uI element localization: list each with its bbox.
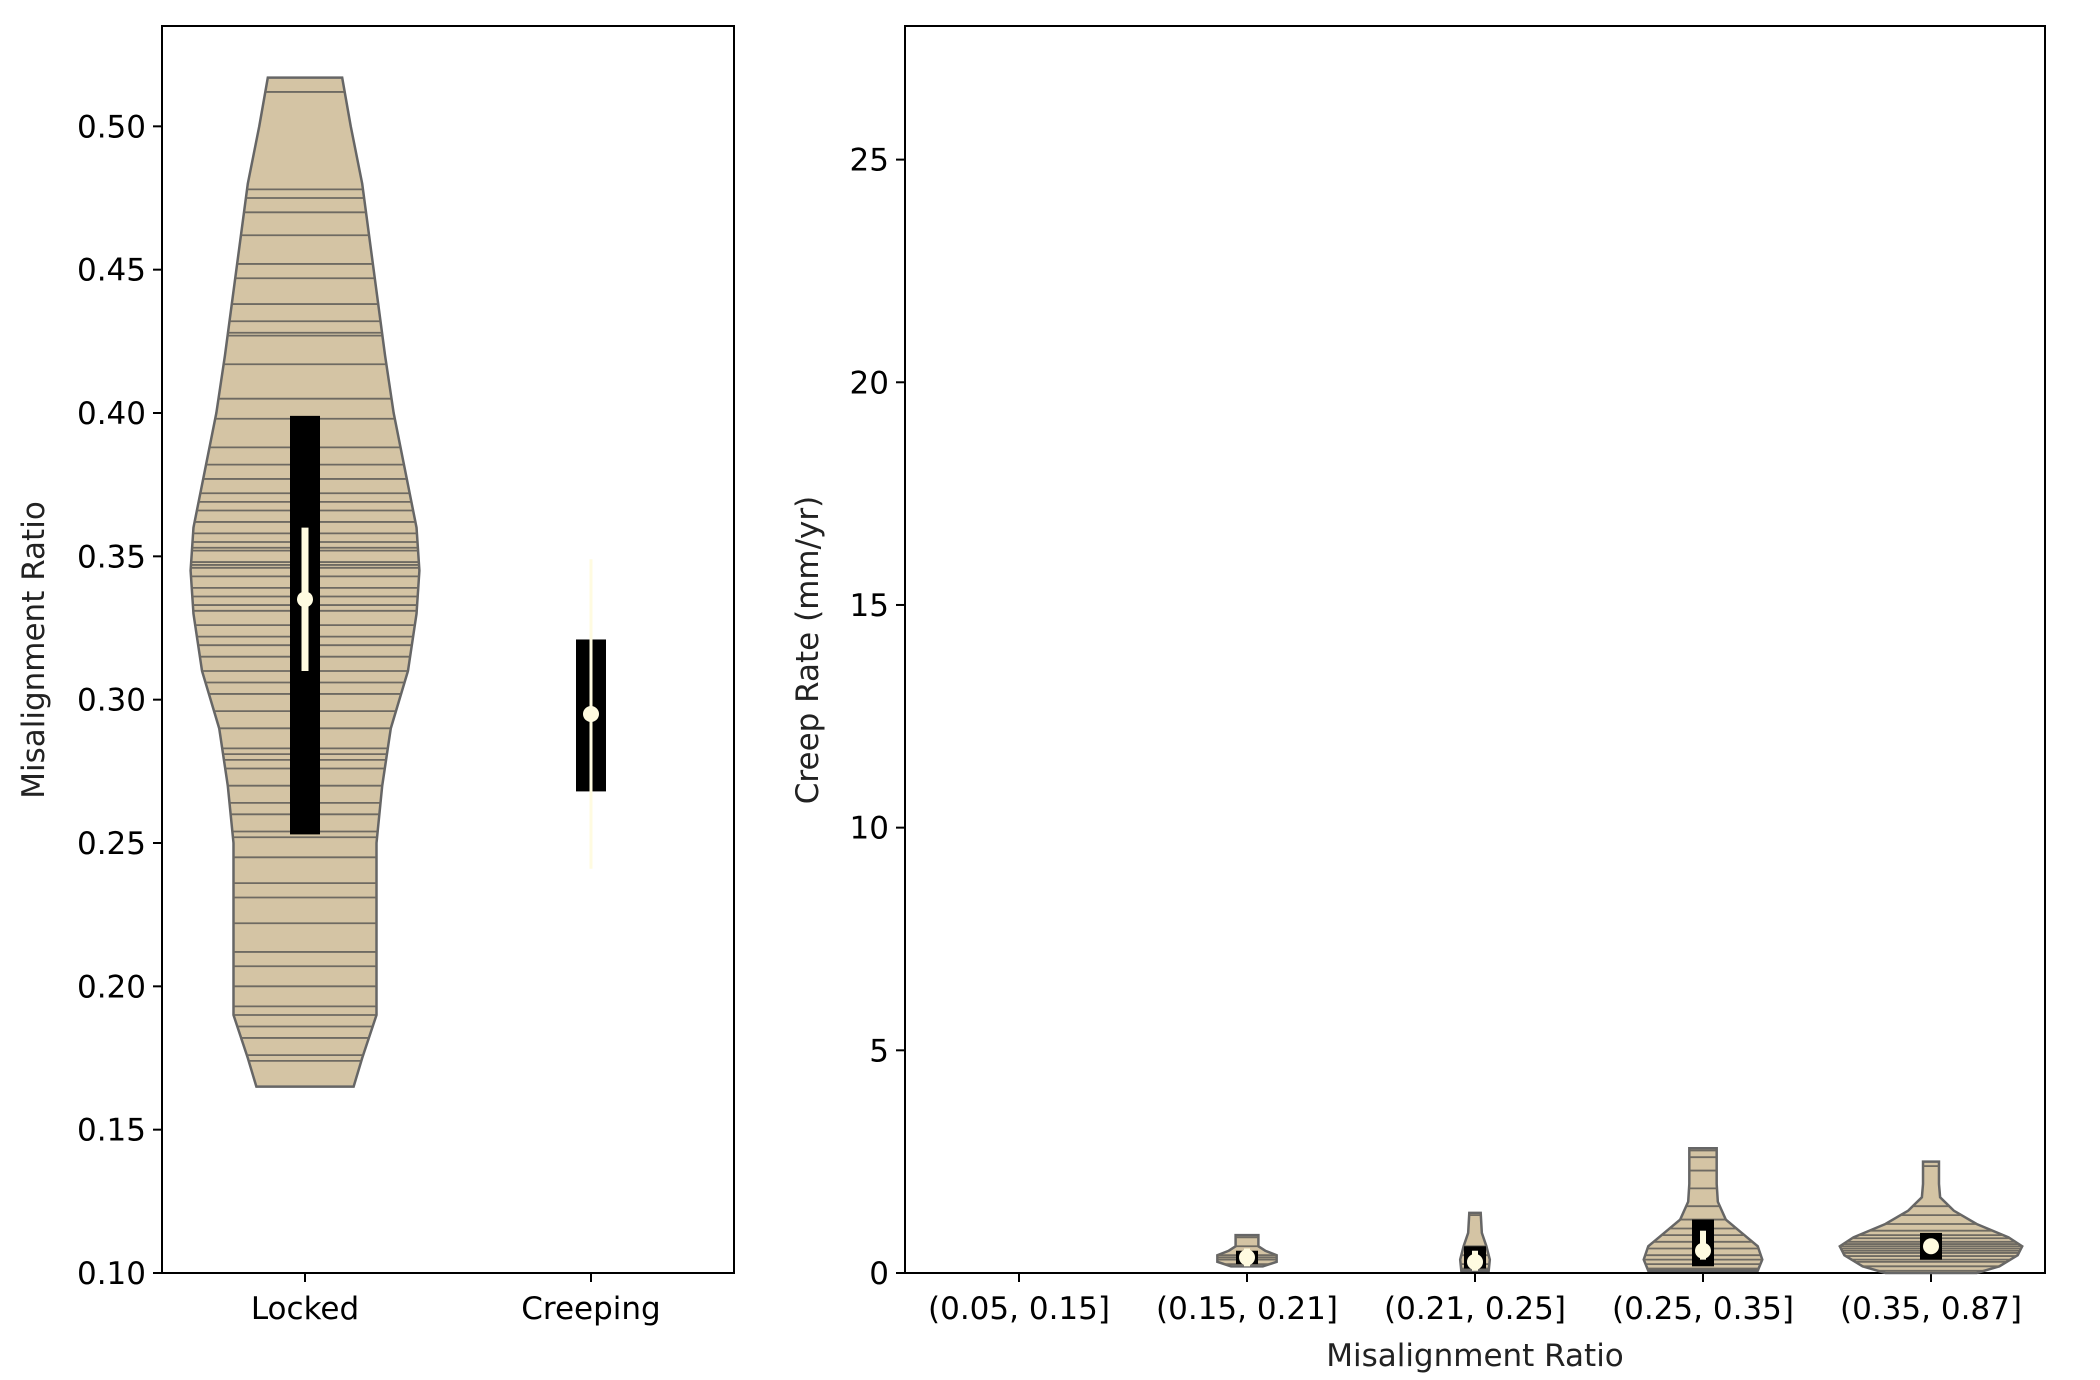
y-tick-label: 0.25 — [77, 826, 146, 862]
x-tick-label: (0.35, 0.87] — [1840, 1291, 2022, 1327]
y-tick-label: 25 — [850, 143, 889, 179]
median-marker — [1467, 1253, 1483, 1270]
median-marker — [1239, 1249, 1255, 1266]
violin-(0.35, 0.87] — [1838, 1160, 2024, 1275]
violin-(0.25, 0.35] — [1642, 1147, 1764, 1273]
violin-Locked — [189, 76, 421, 1088]
y-tick-label: 0 — [869, 1256, 889, 1292]
y-tick-label: 0.45 — [77, 253, 146, 289]
y-tick-label: 15 — [850, 588, 889, 624]
y-tick-label: 0.35 — [77, 539, 146, 575]
x-tick-label: Locked — [251, 1291, 359, 1327]
median-marker — [1695, 1242, 1711, 1259]
y-tick-label: 0.10 — [77, 1256, 146, 1292]
x-tick-label: (0.21, 0.25] — [1384, 1291, 1566, 1327]
left-panel-misalignment-by-status: 0.10 0.15 0.20 0.25 0.30 0.35 0.40 0.45 0.50 Lock… — [77, 25, 735, 1327]
median-marker — [297, 591, 313, 608]
violin-(0.15, 0.21] — [1216, 1233, 1278, 1268]
y-tick-label: 0.20 — [77, 969, 146, 1005]
violin-(0.21, 0.25] — [1458, 1211, 1492, 1273]
y-tick-label: 0.30 — [77, 683, 146, 719]
x-tick-label: (0.15, 0.21] — [1156, 1291, 1338, 1327]
y-tick-label: 0.40 — [77, 396, 146, 432]
right-y-axis-label: Creep Rate (mm/yr) — [790, 496, 826, 804]
median-marker — [583, 706, 599, 722]
right-x-axis-label: Misalignment Ratio — [1326, 1338, 1624, 1374]
violin-body — [1642, 1147, 1764, 1273]
y-tick-label: 0.50 — [77, 109, 146, 145]
plot-frame — [161, 25, 735, 1274]
x-tick-label: (0.05, 0.15] — [928, 1291, 1110, 1327]
median-marker — [1923, 1238, 1939, 1255]
x-tick-label: (0.25, 0.35] — [1612, 1291, 1794, 1327]
y-tick-label: 10 — [850, 811, 889, 847]
left-y-axis-label: Misalignment Ratio — [16, 501, 52, 799]
y-tick-label: 5 — [869, 1033, 889, 1069]
plot-frame — [904, 25, 2046, 1274]
y-tick-label: 0.15 — [77, 1113, 146, 1149]
x-tick-label: Creeping — [521, 1291, 660, 1327]
right-panel-creep-rate-by-bin: 0 5 10 15 20 25 (0.05, 0.15] (0.15, 0.21] (0.21,… — [850, 25, 2046, 1327]
y-tick-label: 20 — [850, 365, 889, 401]
violin-Creeping — [576, 559, 606, 869]
